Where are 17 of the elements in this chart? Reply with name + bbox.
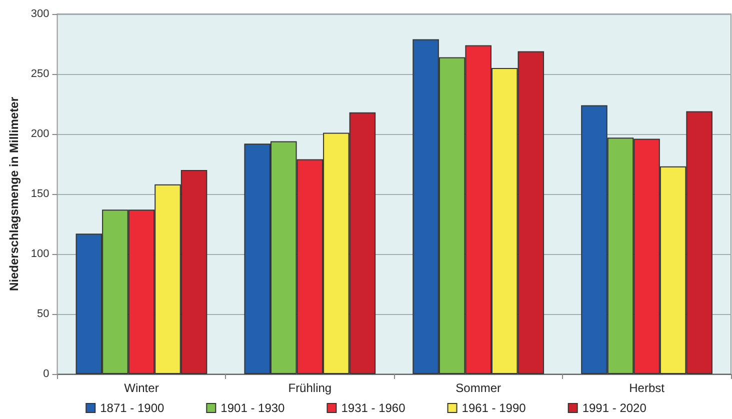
y-tick-label: 50 (37, 308, 50, 320)
y-tick-label: 200 (30, 128, 50, 140)
y-tick-label: 100 (30, 248, 50, 260)
y-tick-label: 250 (30, 68, 50, 80)
legend-label: 1901 - 1930 (220, 401, 286, 415)
legend-label: 1871 - 1900 (100, 401, 164, 415)
x-tick-label: Sommer (456, 381, 502, 395)
y-tick-label: 300 (30, 8, 50, 20)
x-tick-label: Frühling (288, 381, 332, 395)
x-tick-label: Herbst (629, 381, 666, 395)
y-tick-label: 150 (30, 188, 50, 200)
y-tick-label: 0 (43, 368, 50, 380)
legend-label: 1991 - 2020 (582, 401, 647, 415)
legend-label: 1961 - 1990 (462, 401, 526, 415)
y-axis-title: Niederschlagsmenge in Millimeter (7, 96, 21, 292)
legend-label: 1931 - 1960 (341, 401, 406, 415)
x-tick-label: Winter (124, 381, 159, 395)
